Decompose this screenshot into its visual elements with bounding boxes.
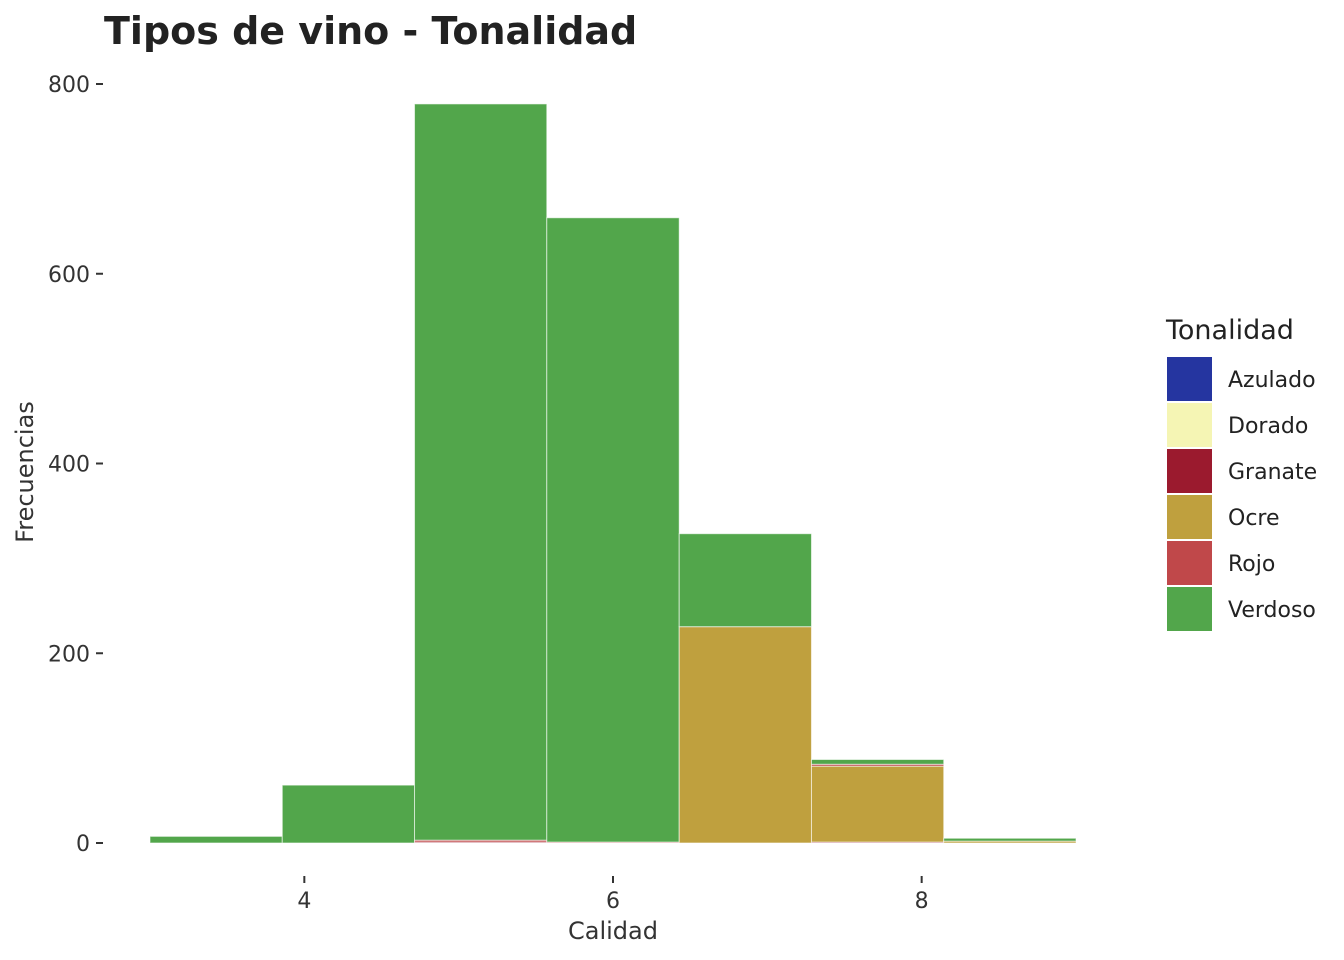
- legend-key-rojo: [1167, 541, 1212, 585]
- bar-verdoso-5: [678, 533, 812, 628]
- bar-verdoso-3: [414, 103, 548, 841]
- y-tick-label-800: 800: [48, 73, 90, 98]
- x-tick-label-6: 6: [606, 889, 620, 914]
- x-tick-label-4: 4: [297, 889, 311, 914]
- bar-ocre-6: [810, 765, 945, 843]
- legend-label-verdoso: Verdoso: [1228, 598, 1316, 623]
- bar-verdoso-4: [546, 217, 680, 843]
- bar-verdoso-2: [281, 784, 416, 844]
- bar-ocre-5: [678, 626, 812, 844]
- y-axis: 0 200 400 600 800: [48, 73, 103, 857]
- plot-area: [149, 103, 1077, 844]
- legend-label-dorado: Dorado: [1228, 414, 1308, 439]
- y-tick-label-600: 600: [48, 263, 90, 288]
- x-axis: 4 6 8: [297, 876, 929, 914]
- bar-verdoso-6: [810, 759, 945, 765]
- legend: Tonalidad Azulado Dorado Granate Ocre Rojo Ve…: [1165, 315, 1317, 631]
- legend-label-rojo: Rojo: [1228, 552, 1275, 577]
- legend-title: Tonalidad: [1165, 315, 1294, 346]
- chart-title: Tipos de vino - Tonalidad: [104, 9, 637, 53]
- y-tick-label-200: 200: [48, 642, 90, 667]
- bar-verdoso-7: [943, 837, 1077, 842]
- y-axis-title: Frecuencias: [11, 401, 39, 543]
- legend-key-verdoso: [1167, 587, 1212, 631]
- x-axis-title: Calidad: [568, 917, 658, 945]
- legend-label-granate: Granate: [1228, 460, 1317, 485]
- legend-key-dorado: [1167, 403, 1212, 447]
- legend-key-granate: [1167, 449, 1212, 493]
- legend-label-azulado: Azulado: [1228, 368, 1316, 393]
- y-tick-label-0: 0: [76, 832, 90, 857]
- bar-verdoso-1: [149, 835, 283, 844]
- y-tick-label-400: 400: [48, 453, 90, 478]
- legend-key-azulado: [1167, 357, 1212, 401]
- x-tick-label-8: 8: [915, 889, 929, 914]
- legend-label-ocre: Ocre: [1228, 506, 1280, 531]
- legend-key-ocre: [1167, 495, 1212, 539]
